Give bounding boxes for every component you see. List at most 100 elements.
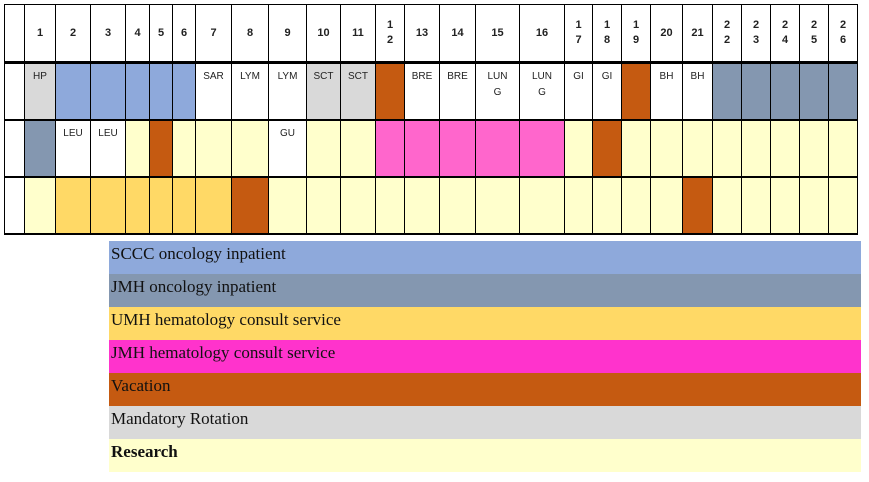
column-header: 1	[24, 4, 56, 64]
schedule-cell	[149, 119, 173, 178]
schedule-cell	[828, 119, 858, 178]
schedule-cell	[828, 62, 858, 121]
schedule-cell	[231, 119, 269, 178]
column-header: 7	[195, 4, 232, 64]
rotation-label: SAR	[203, 71, 224, 82]
schedule-cell	[799, 176, 829, 235]
rotation-label: HP	[33, 71, 47, 82]
schedule-cell	[90, 62, 126, 121]
schedule-cell	[172, 119, 196, 178]
schedule-cell	[375, 176, 405, 235]
column-header: 9	[268, 4, 307, 64]
schedule-cell	[621, 62, 651, 121]
schedule-cell: GI	[564, 62, 593, 121]
schedule-cell	[306, 119, 341, 178]
column-header: 1 7	[564, 4, 593, 64]
schedule-cell: SCT	[306, 62, 341, 121]
legend-item: UMH hematology consult service	[109, 307, 861, 340]
schedule-cell	[55, 176, 91, 235]
rotation-label: BH	[690, 71, 705, 82]
schedule-cell	[24, 119, 56, 178]
schedule-cell: LYM	[231, 62, 269, 121]
schedule-cell	[125, 119, 150, 178]
schedule-cell: SAR	[195, 62, 232, 121]
column-header: 5	[149, 4, 173, 64]
schedule-cell: HP	[24, 62, 56, 121]
schedule-cell	[770, 176, 800, 235]
rotation-label: GI	[573, 71, 584, 82]
schedule-cell	[195, 119, 232, 178]
column-header: 10	[306, 4, 341, 64]
column-header: 14	[439, 4, 476, 64]
schedule-cell	[24, 176, 56, 235]
rotation-label: LYM	[277, 71, 298, 82]
legend-item: Research	[109, 439, 861, 472]
schedule-cell: LUNG	[519, 62, 565, 121]
schedule-cell	[592, 176, 622, 235]
rotation-label: GU	[280, 128, 295, 139]
schedule-cell	[519, 176, 565, 235]
legend: SCCC oncology inpatient JMH oncology inpa…	[109, 241, 861, 472]
column-header: 11	[340, 4, 376, 64]
schedule-cell	[682, 176, 713, 235]
schedule-cell	[90, 176, 126, 235]
column-header: 2 5	[799, 4, 829, 64]
schedule-cell	[172, 62, 196, 121]
schedule-cell	[375, 62, 405, 121]
rotation-label: LUNG	[487, 71, 508, 98]
schedule-cell	[475, 119, 520, 178]
schedule-cell	[650, 119, 683, 178]
schedule-cell	[828, 176, 858, 235]
schedule-cell	[621, 119, 651, 178]
schedule-cell	[439, 176, 476, 235]
schedule-cell	[340, 119, 376, 178]
column-header: 1 9	[621, 4, 651, 64]
rotation-label: BRE	[411, 71, 433, 82]
schedule-cell	[404, 119, 440, 178]
schedule-cell	[592, 119, 622, 178]
legend-item: Mandatory Rotation	[109, 406, 861, 439]
schedule-cell: LEU	[90, 119, 126, 178]
schedule-cell	[564, 176, 593, 235]
schedule-cell	[55, 62, 91, 121]
column-header	[4, 4, 25, 64]
schedule-cell	[650, 176, 683, 235]
schedule-cell	[404, 176, 440, 235]
legend-item: Vacation	[109, 373, 861, 406]
schedule-cell	[770, 119, 800, 178]
column-header: 4	[125, 4, 150, 64]
rotation-label: LUNG	[531, 71, 552, 98]
schedule-cell	[564, 119, 593, 178]
schedule-cell	[770, 62, 800, 121]
column-header: 2 4	[770, 4, 800, 64]
schedule-cell	[682, 119, 713, 178]
schedule-cell: GI	[592, 62, 622, 121]
schedule-cell	[231, 176, 269, 235]
schedule-cell	[519, 119, 565, 178]
schedule-cell	[375, 119, 405, 178]
schedule-cell	[799, 62, 829, 121]
schedule-cell: BH	[650, 62, 683, 121]
rotation-label: SCT	[348, 71, 368, 82]
column-header: 21	[682, 4, 713, 64]
schedule-cell	[439, 119, 476, 178]
schedule-cell	[741, 176, 771, 235]
column-header: 15	[475, 4, 520, 64]
column-header: 2 3	[741, 4, 771, 64]
rotation-label: LYM	[240, 71, 260, 82]
schedule-cell: BRE	[439, 62, 476, 121]
schedule-cell	[306, 176, 341, 235]
schedule-cell	[172, 176, 196, 235]
schedule-cell	[149, 62, 173, 121]
schedule-cell	[741, 62, 771, 121]
schedule-cell	[125, 176, 150, 235]
schedule-cell	[712, 62, 742, 121]
legend-item: JMH hematology consult service	[109, 340, 861, 373]
schedule-row	[4, 176, 858, 235]
schedule-row: LEU LEU GU	[4, 119, 858, 178]
rotation-label: SCT	[313, 71, 334, 82]
schedule-cell	[268, 176, 307, 235]
column-header: 13	[404, 4, 440, 64]
